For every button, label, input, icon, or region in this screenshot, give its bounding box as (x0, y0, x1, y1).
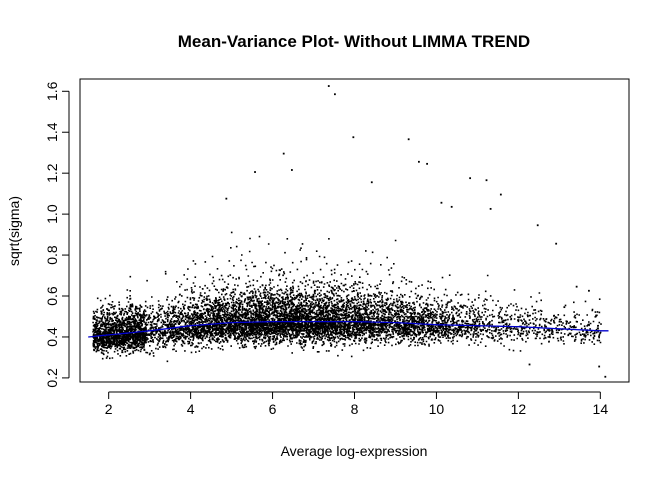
outlier-point (440, 201, 443, 204)
y-tick-label: 0.4 (44, 327, 60, 347)
outlier-point (485, 179, 488, 182)
x-tick-label: 6 (269, 401, 277, 417)
x-axis: 2 4 6 8 10 12 14 (105, 391, 609, 417)
outlier-point (563, 306, 566, 309)
outlier-point (489, 207, 492, 210)
outlier-point (555, 242, 558, 245)
y-tick-label: 1.6 (44, 81, 60, 101)
y-tick-label: 1.0 (44, 204, 60, 224)
plot-frame (79, 78, 630, 383)
outlier-point (290, 169, 293, 171)
outlier-point (499, 193, 502, 196)
data-points (92, 231, 602, 363)
outlier-point (254, 171, 256, 173)
y-tick-label: 0.8 (44, 245, 60, 265)
outlier-points (225, 85, 607, 378)
trend-line (88, 320, 609, 338)
outlier-point (604, 375, 607, 378)
y-tick-label: 1.4 (44, 122, 60, 142)
outlier-point (575, 285, 578, 288)
x-tick-label: 4 (187, 401, 195, 417)
outlier-point (450, 205, 453, 208)
x-tick-label: 10 (429, 401, 445, 417)
y-tick-label: 0.6 (44, 286, 60, 306)
outlier-point (426, 162, 428, 165)
outlier-point (536, 224, 539, 227)
chart-title: Mean-Variance Plot- Without LIMMA TREND (178, 32, 530, 51)
y-tick-label: 1.2 (44, 163, 60, 183)
outlier-point (327, 85, 330, 87)
outlier-point (469, 177, 472, 180)
outlier-point (598, 365, 601, 368)
outlier-point (334, 93, 336, 96)
y-tick-label: 0.2 (44, 368, 60, 388)
outlier-point (282, 152, 285, 155)
outlier-point (528, 363, 531, 366)
x-axis-label: Average log-expression (281, 443, 428, 459)
outlier-point (407, 138, 410, 141)
x-tick-label: 14 (593, 401, 609, 417)
outlier-point (418, 160, 420, 163)
outlier-point (588, 289, 590, 292)
y-axis: 0.2 0.4 0.6 0.8 1.0 1.2 1.4 1.6 (44, 81, 70, 388)
x-tick-label: 2 (105, 401, 113, 417)
y-axis-label: sqrt(sigma) (6, 196, 22, 266)
x-tick-label: 12 (511, 401, 527, 417)
outlier-point (225, 197, 228, 200)
outlier-point (370, 181, 373, 184)
scatter-points (92, 231, 602, 363)
x-tick-label: 8 (351, 401, 359, 417)
outlier-point (352, 136, 355, 139)
